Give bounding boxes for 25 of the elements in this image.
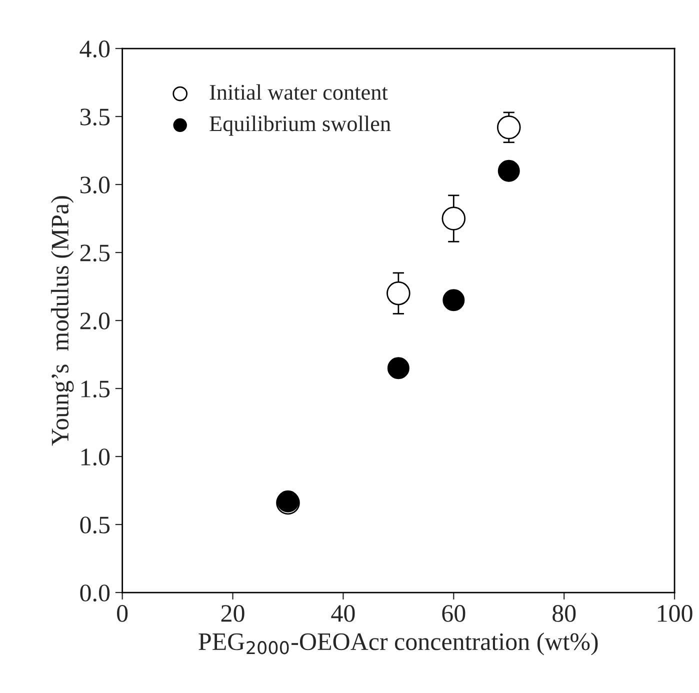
x-tick-label: 60 xyxy=(442,605,466,622)
x-tick-label: 0 xyxy=(117,605,128,622)
y-tick-label: 2.0 xyxy=(80,312,110,330)
point xyxy=(442,206,466,230)
y-tick-label: 3.5 xyxy=(80,108,110,126)
x-tick-label: 40 xyxy=(331,605,355,622)
y-tick-label: 2.5 xyxy=(80,244,110,262)
y-tick-label: 4.0 xyxy=(80,40,110,58)
y-tick-label: 1.0 xyxy=(81,448,110,466)
point xyxy=(442,289,465,312)
y-tick-label: 3.0 xyxy=(80,176,110,194)
y-axis-title: Young’s modulus (MPa) xyxy=(50,196,74,446)
point xyxy=(386,281,410,306)
point xyxy=(498,160,520,182)
point xyxy=(496,116,521,140)
x-axis-title: PEG$_{2000}$-OEOAcr concentration (wt%) xyxy=(198,632,598,656)
x-tick-label: 80 xyxy=(552,605,576,622)
y-tick-label: 0.0 xyxy=(80,584,110,602)
y-tick-label: 0.5 xyxy=(80,516,110,534)
legend-label: Initial water content xyxy=(210,84,388,100)
y-tick-label: 1.5 xyxy=(81,380,110,398)
point xyxy=(387,357,410,380)
x-tick-label: 20 xyxy=(221,605,244,622)
legend-label: Equilibrium swollen xyxy=(210,116,391,136)
x-tick-label: 100 xyxy=(658,605,692,622)
